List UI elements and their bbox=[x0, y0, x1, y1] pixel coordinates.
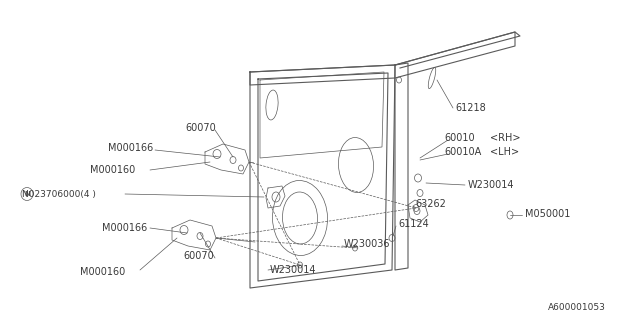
Text: N: N bbox=[24, 191, 30, 197]
Text: W230036: W230036 bbox=[344, 239, 390, 249]
Text: M000166: M000166 bbox=[102, 223, 147, 233]
Text: M000160: M000160 bbox=[90, 165, 135, 175]
Text: 61218: 61218 bbox=[455, 103, 486, 113]
Text: 63262: 63262 bbox=[415, 199, 446, 209]
Text: 61124: 61124 bbox=[398, 219, 429, 229]
Text: W230014: W230014 bbox=[270, 265, 317, 275]
Text: 60070: 60070 bbox=[185, 123, 216, 133]
Text: 60010: 60010 bbox=[444, 133, 475, 143]
Text: M000166: M000166 bbox=[108, 143, 153, 153]
Text: M000160: M000160 bbox=[80, 267, 125, 277]
Text: <RH>: <RH> bbox=[490, 133, 520, 143]
Text: <LH>: <LH> bbox=[490, 147, 519, 157]
Text: 60070: 60070 bbox=[183, 251, 214, 261]
Text: N023706000(4 ): N023706000(4 ) bbox=[22, 189, 96, 198]
Text: M050001: M050001 bbox=[525, 209, 570, 219]
Text: W230014: W230014 bbox=[468, 180, 515, 190]
Text: A600001053: A600001053 bbox=[548, 303, 606, 313]
Text: 60010A: 60010A bbox=[444, 147, 481, 157]
